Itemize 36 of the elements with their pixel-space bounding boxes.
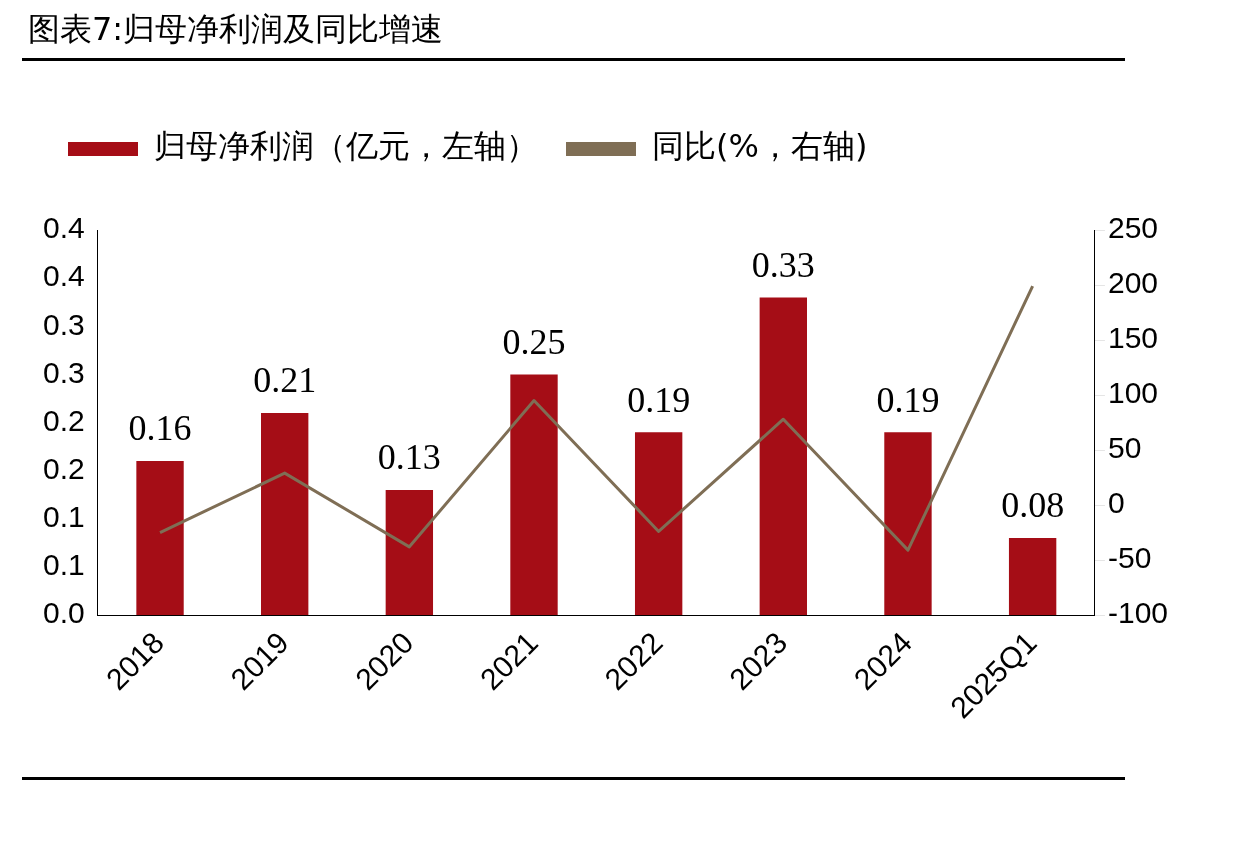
y2-tick-label: 250 — [1107, 211, 1159, 245]
bar — [884, 432, 932, 616]
y-tick-label: 0.4 — [42, 259, 85, 293]
y-tick-label: 0.2 — [42, 403, 85, 437]
bar — [385, 489, 434, 616]
bar — [759, 297, 807, 616]
data-label: 0.19 — [876, 379, 940, 420]
data-label: 0.25 — [502, 321, 566, 362]
y-tick-label: 0.3 — [42, 307, 85, 341]
y-tick-label: 0.1 — [42, 548, 85, 582]
data-label: 0.13 — [377, 437, 441, 478]
bar — [634, 432, 683, 616]
y2-tick-label: 150 — [1107, 321, 1159, 355]
bar — [1008, 538, 1057, 616]
data-label: 0.08 — [1001, 485, 1065, 526]
data-label: 0.16 — [128, 408, 192, 449]
y2-tick-label: 100 — [1107, 376, 1159, 410]
bar — [261, 412, 309, 616]
y2-tick-label: 0 — [1107, 486, 1125, 520]
y-tick-label: 0.0 — [42, 596, 85, 630]
y2-tick-label: 200 — [1107, 266, 1159, 300]
y-tick-label: 0.1 — [42, 500, 85, 534]
chart-title: 图表7:归母净利润及同比增速 — [28, 9, 444, 50]
data-label: 0.21 — [253, 360, 317, 401]
bar — [510, 374, 558, 616]
bar — [136, 461, 184, 616]
y-tick-label: 0.3 — [42, 355, 85, 389]
y-tick-label: 0.2 — [42, 451, 85, 485]
y2-tick-label: -50 — [1107, 541, 1152, 575]
legend-label: 同比(%，右轴) — [652, 127, 868, 166]
data-label: 0.33 — [751, 244, 815, 285]
y-tick-label: 0.4 — [42, 211, 85, 245]
data-label: 0.19 — [627, 379, 691, 420]
y2-tick-label: 50 — [1107, 431, 1142, 465]
legend-label: 归母净利润（亿元，左轴） — [154, 127, 538, 166]
y2-tick-label: -100 — [1107, 596, 1168, 630]
